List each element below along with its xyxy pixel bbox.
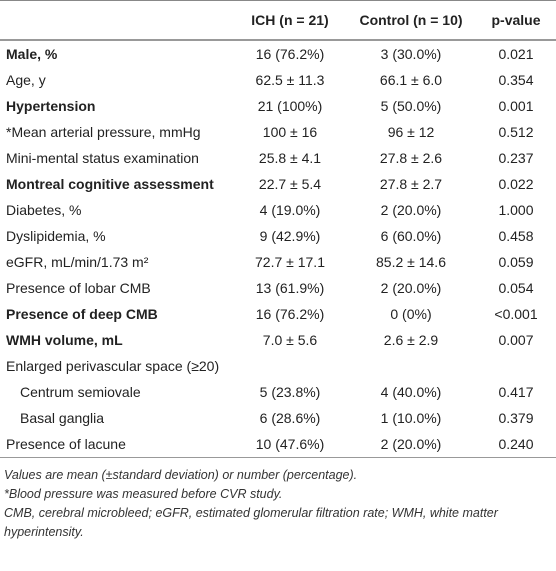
cell: 16 (76.2%): [255, 46, 325, 62]
note: CMB, cerebral microbleed; eGFR, estimate…: [4, 506, 498, 539]
cell: 2 (20.0%): [380, 436, 442, 452]
row-label: Diabetes, %: [6, 202, 82, 218]
table-row: Age, y 62.5 ± 11.3 66.1 ± 6.0 0.354: [0, 67, 556, 93]
cell: 0.001: [498, 98, 534, 114]
table-row: *Mean arterial pressure, mmHg 100 ± 16 96 …: [0, 119, 556, 145]
cell: 10 (47.6%): [255, 436, 325, 452]
cell: 21 (100%): [257, 98, 323, 114]
cell: 16 (76.2%): [255, 306, 325, 322]
notes: Values are mean (±standard deviation) or…: [0, 458, 556, 542]
cell: 6 (28.6%): [259, 410, 321, 426]
cell: 0.059: [498, 254, 534, 270]
row-label: *Mean arterial pressure, mmHg: [6, 124, 201, 140]
table-row: Mini-mental status examination 25.8 ± 4.1…: [0, 145, 556, 171]
cell: 2 (20.0%): [380, 280, 442, 296]
cell: 27.8 ± 2.7: [379, 176, 443, 192]
cell: 0.007: [498, 332, 534, 348]
row-label: Mini-mental status examination: [6, 150, 199, 166]
cell: 25.8 ± 4.1: [258, 150, 322, 166]
cell: 7.0 ± 5.6: [262, 332, 318, 348]
cell: 4 (40.0%): [380, 384, 442, 400]
row-label: Age, y: [6, 72, 46, 88]
table-row: Enlarged perivascular space (≥20): [0, 353, 556, 379]
header-cell: ICH (n = 21): [251, 12, 329, 28]
cell: 0.512: [498, 124, 534, 140]
note: Values are mean (±standard deviation) or…: [4, 468, 358, 482]
cell: 2.6 ± 2.9: [383, 332, 439, 348]
cell: 0.458: [498, 228, 534, 244]
cell: 13 (61.9%): [255, 280, 325, 296]
table-row: Presence of deep CMB 16 (76.2%) 0 (0%) <0.0…: [0, 301, 556, 327]
cell: 66.1 ± 6.0: [379, 72, 443, 88]
header-cell: p-value: [491, 12, 541, 28]
table-row: Dyslipidemia, % 9 (42.9%) 6 (60.0%) 0.458: [0, 223, 556, 249]
cell: 0.379: [498, 410, 534, 426]
header-row: ICH (n = 21) Control (n = 10) p-value: [0, 0, 556, 41]
table-row: Hypertension 21 (100%) 5 (50.0%) 0.001: [0, 93, 556, 119]
cell: 0.054: [498, 280, 534, 296]
cell: 27.8 ± 2.6: [379, 150, 443, 166]
row-label: Hypertension: [6, 98, 96, 114]
cell: 0.417: [498, 384, 534, 400]
cell: 3 (30.0%): [380, 46, 442, 62]
table-body: Male, % 16 (76.2%) 3 (30.0%) 0.021 Age, y 62.…: [0, 40, 556, 458]
cell: 72.7 ± 17.1: [255, 254, 325, 270]
cell: 1.000: [498, 202, 534, 218]
table-row: Male, % 16 (76.2%) 3 (30.0%) 0.021: [0, 40, 556, 67]
row-label: Basal ganglia: [20, 410, 105, 426]
row-label: Male, %: [6, 46, 58, 62]
cell: <0.001: [494, 306, 538, 322]
cell: 0.237: [498, 150, 534, 166]
cell: 0.240: [498, 436, 534, 452]
header-cell: Control (n = 10): [359, 12, 463, 28]
cell: 1 (10.0%): [380, 410, 442, 426]
table-row: Centrum semiovale 5 (23.8%) 4 (40.0%) 0.417: [0, 379, 556, 405]
cell: 6 (60.0%): [380, 228, 442, 244]
cell: 96 ± 12: [387, 124, 435, 140]
row-label: Dyslipidemia, %: [6, 228, 106, 244]
cell: 0.354: [498, 72, 534, 88]
table-row: Presence of lobar CMB 13 (61.9%) 2 (20.0%)…: [0, 275, 556, 301]
row-label: WMH volume, mL: [6, 332, 123, 348]
table-row: Basal ganglia 6 (28.6%) 1 (10.0%) 0.379: [0, 405, 556, 431]
row-label: Centrum semiovale: [20, 384, 141, 400]
table-row: Presence of lacune 10 (47.6%) 2 (20.0%) 0.2…: [0, 431, 556, 458]
row-label: Presence of lobar CMB: [6, 280, 151, 296]
cell: 0.021: [498, 46, 534, 62]
cell: 22.7 ± 5.4: [258, 176, 322, 192]
table-row: eGFR, mL/min/1.73 m² 72.7 ± 17.1 85.2 ± 14…: [0, 249, 556, 275]
cell: 85.2 ± 14.6: [376, 254, 446, 270]
cell: 2 (20.0%): [380, 202, 442, 218]
cell: 4 (19.0%): [259, 202, 321, 218]
cell: 5 (50.0%): [380, 98, 442, 114]
row-label: Enlarged perivascular space (≥20): [6, 358, 220, 374]
cell: 0.022: [498, 176, 534, 192]
table-row: Montreal cognitive assessment 22.7 ± 5.4 2…: [0, 171, 556, 197]
data-table: ICH (n = 21) Control (n = 10) p-value Male…: [0, 0, 556, 458]
header-cell: [0, 1, 234, 41]
row-label: Presence of lacune: [6, 436, 126, 452]
note: *Blood pressure was measured before CVR …: [4, 487, 283, 501]
table-row: WMH volume, mL 7.0 ± 5.6 2.6 ± 2.9 0.007: [0, 327, 556, 353]
cell: 5 (23.8%): [259, 384, 321, 400]
cell: 9 (42.9%): [259, 228, 321, 244]
row-label: eGFR, mL/min/1.73 m²: [6, 254, 149, 270]
cell: 0 (0%): [390, 306, 432, 322]
cell: 62.5 ± 11.3: [255, 72, 325, 88]
table-row: Diabetes, % 4 (19.0%) 2 (20.0%) 1.000: [0, 197, 556, 223]
row-label: Presence of deep CMB: [6, 306, 158, 322]
row-label: Montreal cognitive assessment: [6, 176, 214, 192]
cell: 100 ± 16: [262, 124, 318, 140]
